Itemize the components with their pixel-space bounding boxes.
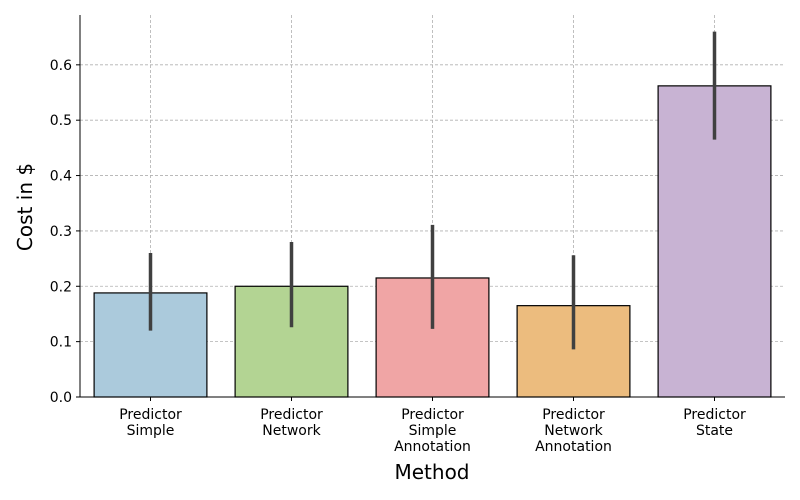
axes	[76, 15, 785, 401]
y-tick-label: 0.4	[50, 169, 72, 185]
y-tick-label: 0.3	[50, 224, 72, 240]
y-tick-labels: 0.0 0.1 0.2 0.3 0.4 0.5 0.6	[50, 58, 72, 406]
y-tick-label: 0.1	[50, 335, 72, 351]
x-tick-label: Predictor Network Annotation	[535, 407, 612, 455]
y-tick-label: 0.2	[50, 279, 72, 295]
x-tick-label: Predictor Simple Annotation	[394, 407, 471, 455]
y-tick-label: 0.6	[50, 58, 72, 74]
y-tick-label: 0.0	[50, 390, 72, 406]
y-tick-label: 0.5	[50, 113, 72, 129]
x-tick-label: Predictor State	[683, 407, 746, 439]
y-axis-title: Cost in $	[13, 163, 37, 251]
x-tick-label: Predictor Simple	[119, 407, 182, 439]
x-axis-title: Method	[394, 460, 469, 484]
grid-lines	[80, 15, 785, 397]
x-tick-label: Predictor Network	[260, 407, 323, 439]
error-bars	[148, 31, 717, 350]
x-tick-labels: Predictor Simple Predictor Network Predictor…	[119, 407, 746, 455]
